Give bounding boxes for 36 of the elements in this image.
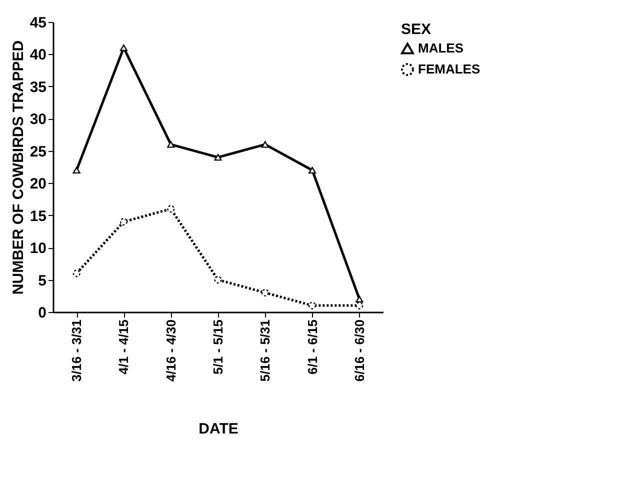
point xyxy=(214,276,222,284)
y-tick-label: 10 xyxy=(30,240,46,258)
x-axis-title: DATE xyxy=(198,420,238,438)
point xyxy=(308,166,316,174)
legend-label: FEMALES xyxy=(418,62,480,76)
y-tick-label: 0 xyxy=(38,304,46,322)
y-axis-title: NUMBER OF COWBIRDS TRAPPED xyxy=(10,40,27,295)
x-tick-label: 5/16 - 5/31 xyxy=(258,320,273,382)
legend-label: MALES xyxy=(418,40,464,56)
x-tick-label: 3/16 - 3/31 xyxy=(69,320,84,382)
x-tick-label: 5/1 - 5/15 xyxy=(210,320,226,374)
x-tick-label: 6/1 - 6/15 xyxy=(304,320,320,374)
y-tick-label: 45 xyxy=(30,14,46,32)
y-tick-label: 20 xyxy=(30,176,46,193)
point xyxy=(120,44,128,52)
point xyxy=(120,218,128,226)
point xyxy=(356,296,364,302)
y-tick-label: 25 xyxy=(30,143,46,160)
y-tick-label: 5 xyxy=(38,272,46,290)
x-tick-label: 4/16 - 4/30 xyxy=(163,320,178,382)
point xyxy=(214,154,222,161)
point xyxy=(261,288,269,296)
y-tick-label: 30 xyxy=(30,111,46,128)
point xyxy=(167,205,175,213)
x-tick-label: 4/1 - 4/15 xyxy=(116,320,132,374)
x-tick-label: 6/16 - 6/30 xyxy=(352,320,367,382)
point xyxy=(356,302,364,310)
point xyxy=(72,270,80,278)
legend-title: SEX xyxy=(401,21,432,38)
point xyxy=(72,166,80,174)
y-tick-label: 15 xyxy=(30,208,46,225)
point xyxy=(308,302,316,310)
y-tick-label: 35 xyxy=(30,78,46,96)
point xyxy=(261,141,269,148)
y-tick-label: 40 xyxy=(30,46,46,64)
point xyxy=(167,141,175,148)
